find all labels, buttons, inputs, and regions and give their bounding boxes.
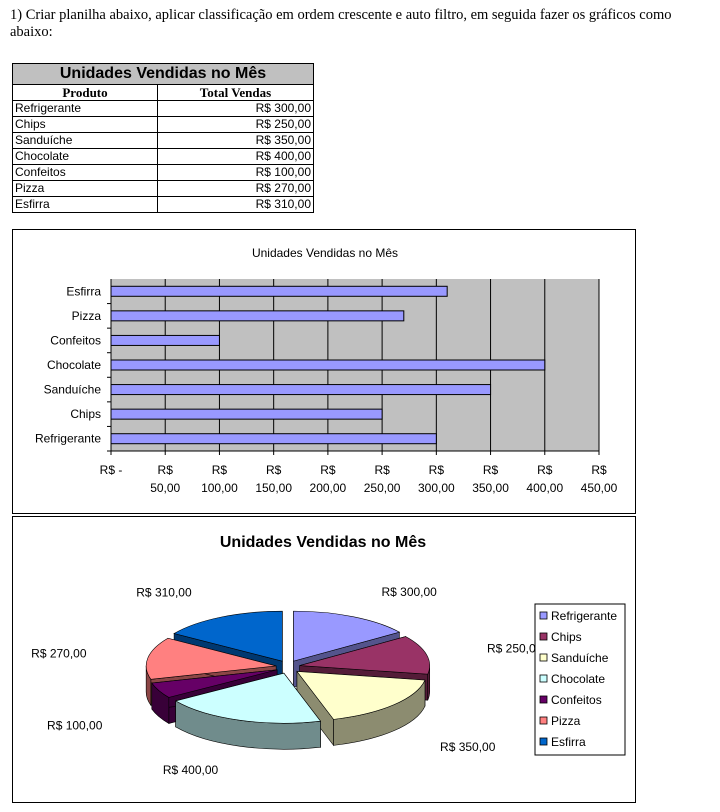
pie-data-label: R$ 250,00 [487,641,543,655]
total-cell: R$ 350,00 [157,132,314,149]
bar [110,433,437,445]
legend-swatch [539,737,548,746]
pie-slice-top [299,636,430,675]
y-tick-label: Sanduíche [44,383,102,397]
legend-label: Chocolate [551,672,605,686]
pie-legend: Refrigerante Chips Sanduíche Chocolate Confe… [534,603,626,756]
bar-chart-title: Unidades Vendidas no Mês [252,246,398,260]
table-row: Esfirra R$ 310,00 [12,196,314,213]
table-row: Pizza R$ 270,00 [12,180,314,197]
produto-cell: Pizza [12,180,158,197]
y-tick-label: Esfirra [66,284,101,298]
y-tick-label: Confeitos [50,333,101,347]
table-title: Unidades Vendidas no Mês [12,63,314,85]
x-tick-label: R$ [212,463,228,477]
y-tick-label: Refrigerante [35,432,101,446]
pie-chart-frame: Unidades Vendidas no Mês R$ 300,00 R$ 250… [12,516,636,803]
pie-data-label: R$ 100,00 [47,719,103,733]
x-tick-label: 450,00 [581,481,618,495]
table-row: Refrigerante R$ 300,00 [12,100,314,117]
pie-slice-top [151,669,278,698]
legend-swatch [539,632,548,641]
pie-data-label: R$ 310,00 [136,585,192,599]
x-tick-label: 300,00 [418,481,455,495]
y-tick-label: Chocolate [47,358,101,372]
bar [110,408,383,420]
x-tick-label: R$ [483,463,499,477]
total-cell: R$ 270,00 [157,180,314,197]
bar-chart-frame: Unidades Vendidas no Mês R$ - R$ 50,00 R$ 10… [12,229,636,514]
x-tick-label: 150,00 [255,481,292,495]
x-tick-label: R$ [266,463,282,477]
pie-slice [174,672,322,750]
legend-swatch [539,611,548,620]
pie-slice-top [296,671,426,720]
x-tick-label: 250,00 [364,481,401,495]
x-tick-label: R$ [537,463,553,477]
bar [110,285,448,297]
pie-data-label: R$ 270,00 [31,647,87,661]
x-tick-label: R$ [158,463,174,477]
pie-data-label: R$ 400,00 [163,763,219,777]
x-tick-label: 350,00 [472,481,509,495]
y-tick-label: Chips [70,407,101,421]
bar-chart: Unidades Vendidas no Mês R$ - R$ 50,00 R$ 10… [35,246,618,495]
bar [110,310,405,322]
legend-label: Chips [551,630,582,644]
table-row: Confeitos R$ 100,00 [12,164,314,181]
legend-label: Esfirra [551,735,586,749]
sales-table: Unidades Vendidas no Mês Produto Total V… [12,63,314,213]
produto-cell: Confeitos [12,164,158,181]
pie-chart: Unidades Vendidas no Mês R$ 300,00 R$ 250… [31,534,626,777]
legend-swatch [539,716,548,725]
produto-cell: Esfirra [12,196,158,213]
total-cell: R$ 400,00 [157,148,314,165]
pie-data-label: R$ 300,00 [381,585,437,599]
pie-slice-top [145,637,277,680]
total-cell: R$ 310,00 [157,196,314,213]
x-tick-label: R$ [320,463,336,477]
legend-swatch [539,674,548,683]
x-tick-label: 50,00 [150,481,180,495]
legend-box [534,603,626,756]
x-tick-label: R$ - [100,463,123,477]
bar [110,359,546,371]
bar [110,384,492,396]
column-header-produto: Produto [12,84,158,101]
total-cell: R$ 300,00 [157,100,314,117]
pie-slice-top [173,610,283,662]
legend-label: Refrigerante [551,609,617,623]
x-tick-label: R$ [429,463,445,477]
pie-slice [296,670,426,747]
pie-data-label: R$ 350,00 [440,740,496,754]
x-tick-label: 200,00 [310,481,347,495]
produto-cell: Chocolate [12,148,158,165]
legend-label: Sanduíche [551,651,609,665]
table-row: Sanduíche R$ 350,00 [12,132,314,149]
legend-swatch [539,695,548,704]
x-tick-label: R$ [374,463,390,477]
pie-slice-top [293,610,401,662]
total-cell: R$ 100,00 [157,164,314,181]
produto-cell: Sanduíche [12,132,158,149]
total-cell: R$ 250,00 [157,116,314,133]
x-tick-label: 400,00 [526,481,563,495]
x-tick-label: 100,00 [201,481,238,495]
instruction-text: 1) Criar planilha abaixo, aplicar classi… [10,7,672,40]
y-tick-label: Pizza [72,309,102,323]
legend-label: Confeitos [551,693,602,707]
table-row: Chips R$ 250,00 [12,116,314,133]
legend-swatch [539,653,548,662]
produto-cell: Refrigerante [12,100,158,117]
produto-cell: Chips [12,116,158,133]
table-row: Chocolate R$ 400,00 [12,148,314,165]
x-tick-label: R$ [591,463,607,477]
bar [110,334,220,346]
column-header-total: Total Vendas [157,84,314,101]
pie-chart-title: Unidades Vendidas no Mês [220,534,426,551]
pie-slice-top [174,672,322,724]
legend-label: Pizza [551,714,581,728]
